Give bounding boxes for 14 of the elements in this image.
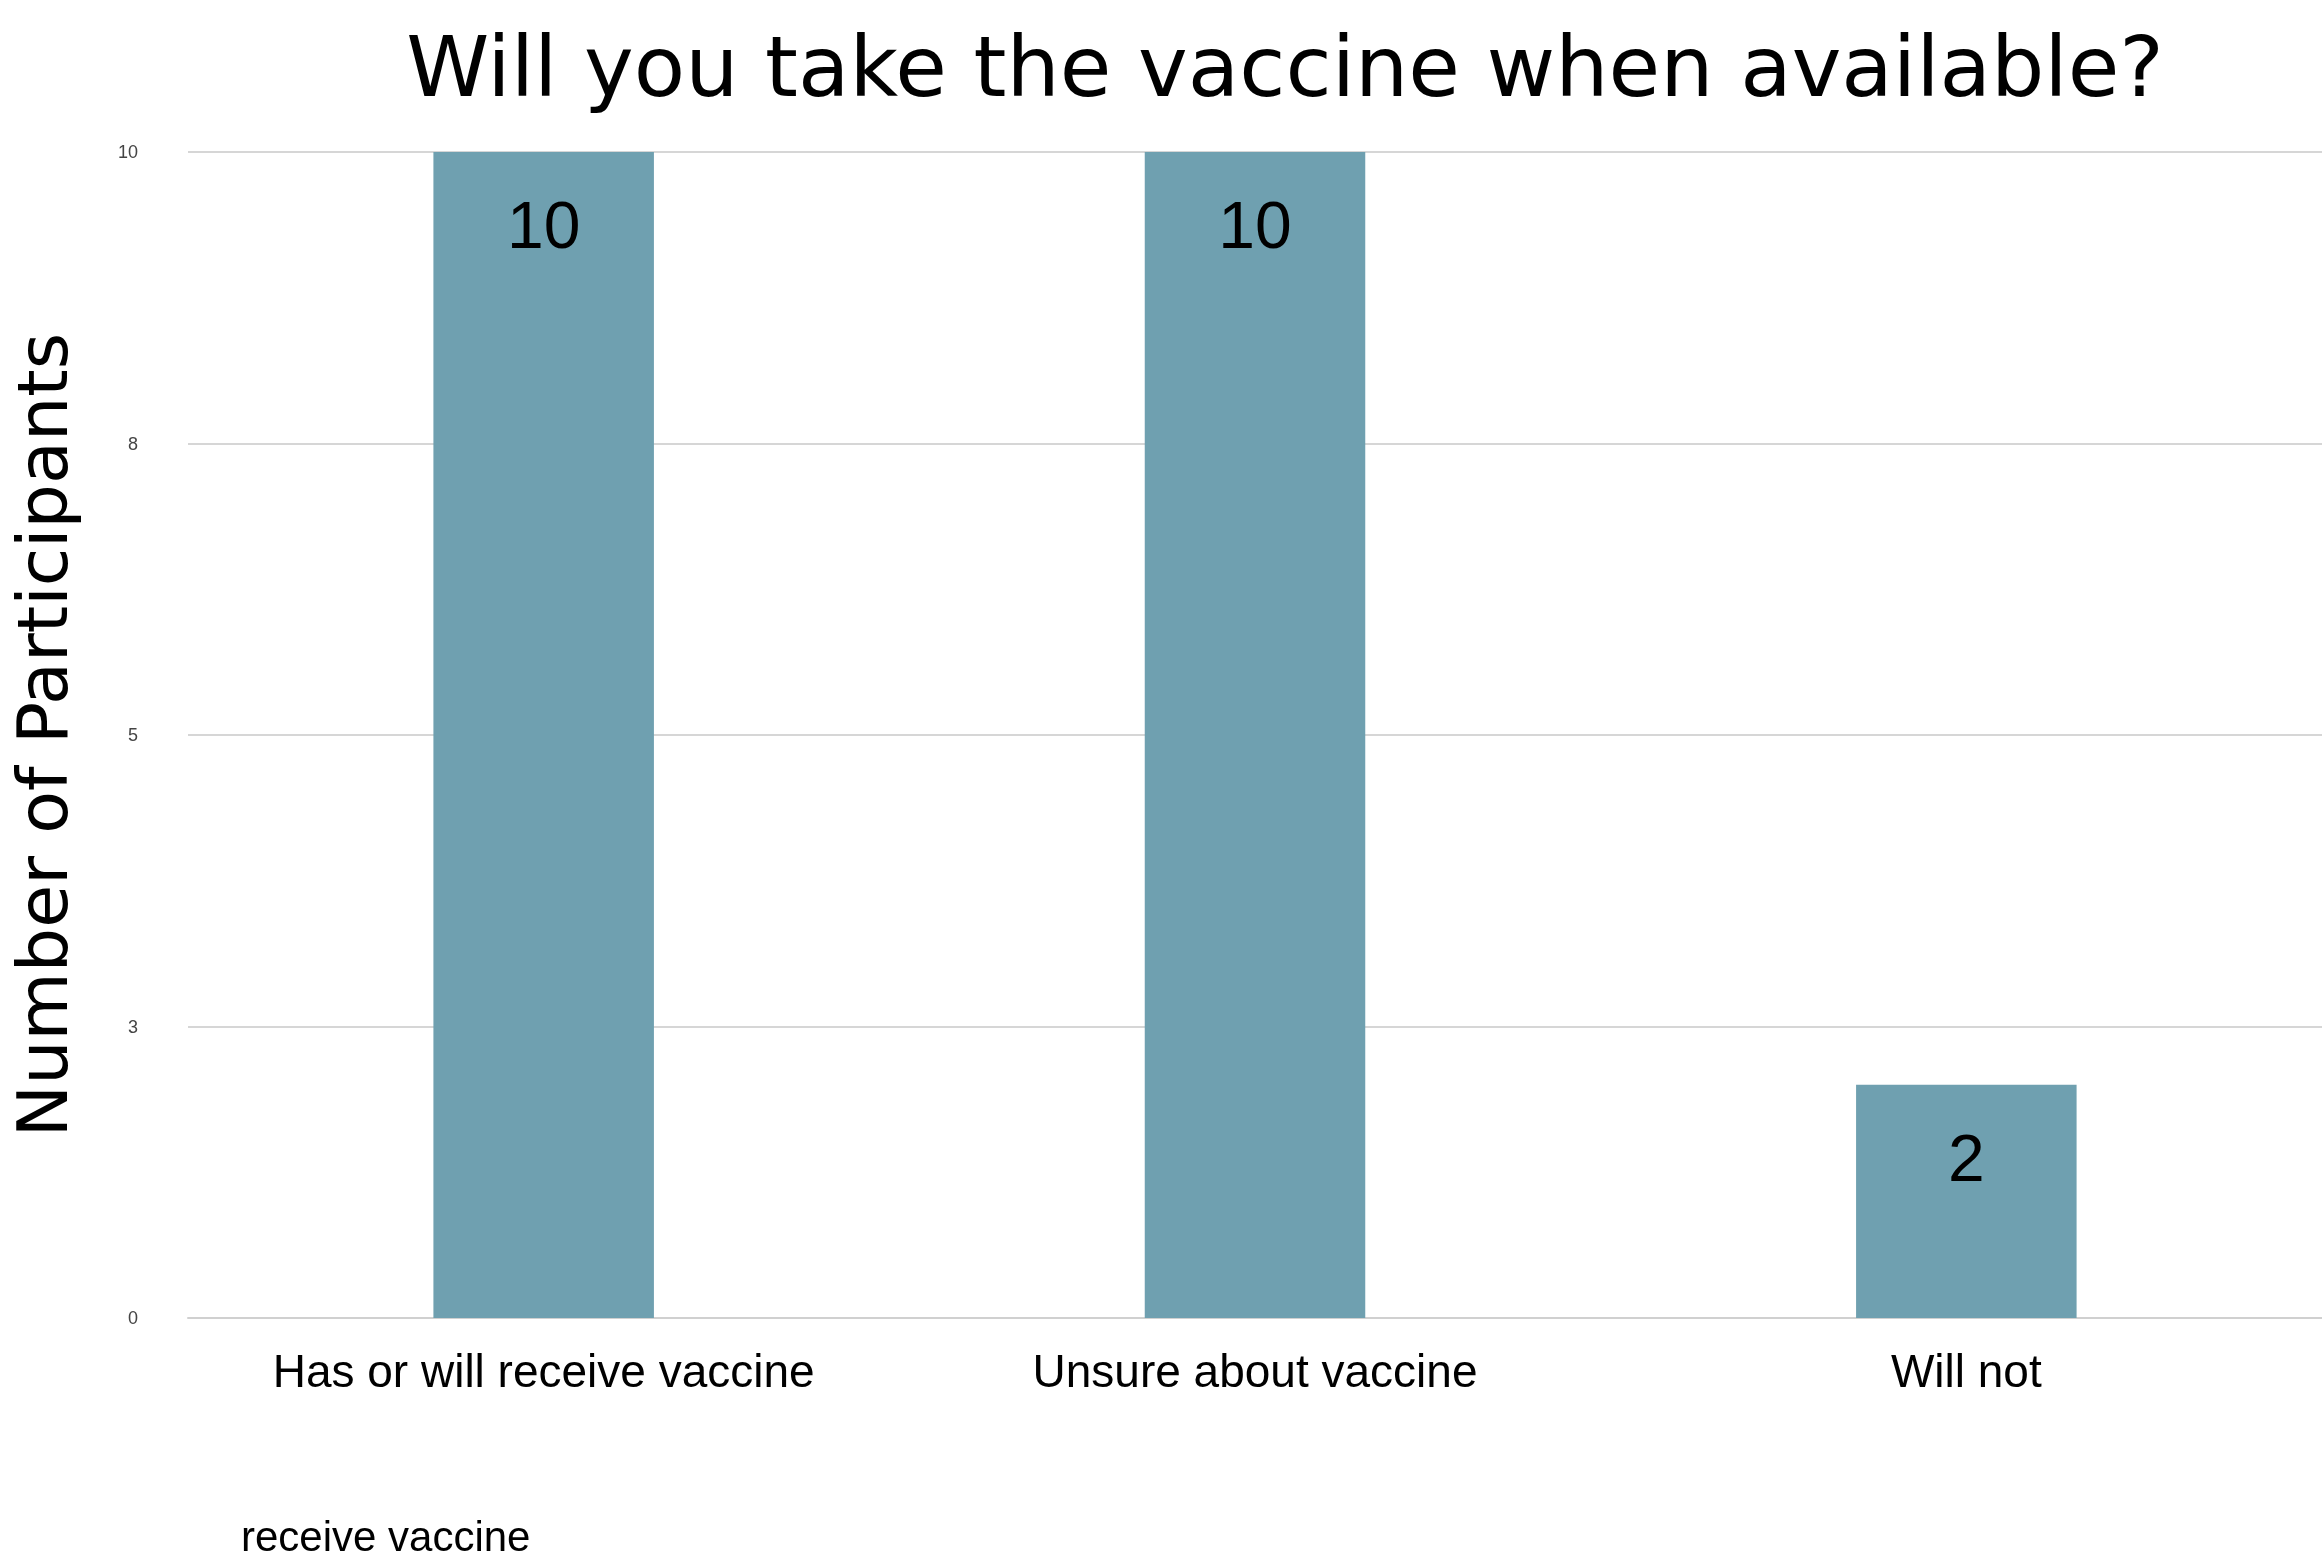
y-tick-label: 8 bbox=[127, 433, 138, 454]
y-tick-label: 0 bbox=[127, 1308, 138, 1328]
chart-title: Will you take the vaccine when available? bbox=[406, 18, 2164, 116]
y-axis-title: Number of Participants bbox=[2, 332, 84, 1138]
y-tick-label: 5 bbox=[127, 725, 138, 745]
data-label: 10 bbox=[506, 188, 581, 262]
y-tick-label: 10 bbox=[117, 142, 138, 162]
data-label: 2 bbox=[1947, 1120, 1985, 1195]
text: receive vaccine bbox=[241, 1512, 531, 1559]
x-tick-label: Will not bbox=[1890, 1345, 2042, 1397]
x-tick-label: Has or will receive vaccine bbox=[272, 1345, 815, 1397]
x-tick-label: Unsure about vaccine bbox=[1032, 1345, 1478, 1397]
y-tick-label: 3 bbox=[127, 1016, 138, 1037]
data-label: 10 bbox=[1218, 188, 1292, 262]
